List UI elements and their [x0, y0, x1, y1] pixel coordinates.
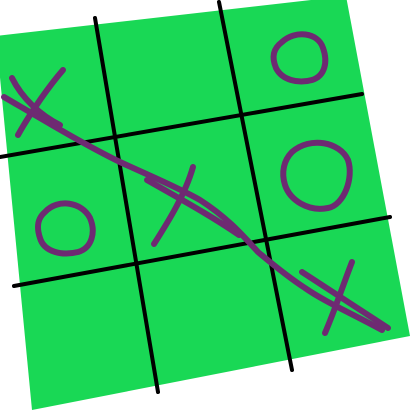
grid-line-vertical-1: [93, 16, 160, 394]
o-mark: [280, 139, 353, 212]
cell-r3-c1[interactable]: [14, 264, 158, 410]
x-mark: [299, 259, 391, 336]
winning-line: [1, 94, 385, 333]
x-mark: [9, 67, 66, 138]
grid-line-vertical-2: [217, 0, 294, 372]
board-grid: [0, 0, 392, 394]
grid-line-horizontal-1: [0, 92, 364, 159]
o-mark: [34, 200, 96, 257]
grid-line-horizontal-2: [12, 215, 392, 288]
board-marks: [9, 31, 391, 336]
x-mark: [144, 164, 242, 247]
o-mark: [270, 31, 329, 85]
cell-r2-c1[interactable]: [0, 145, 138, 286]
